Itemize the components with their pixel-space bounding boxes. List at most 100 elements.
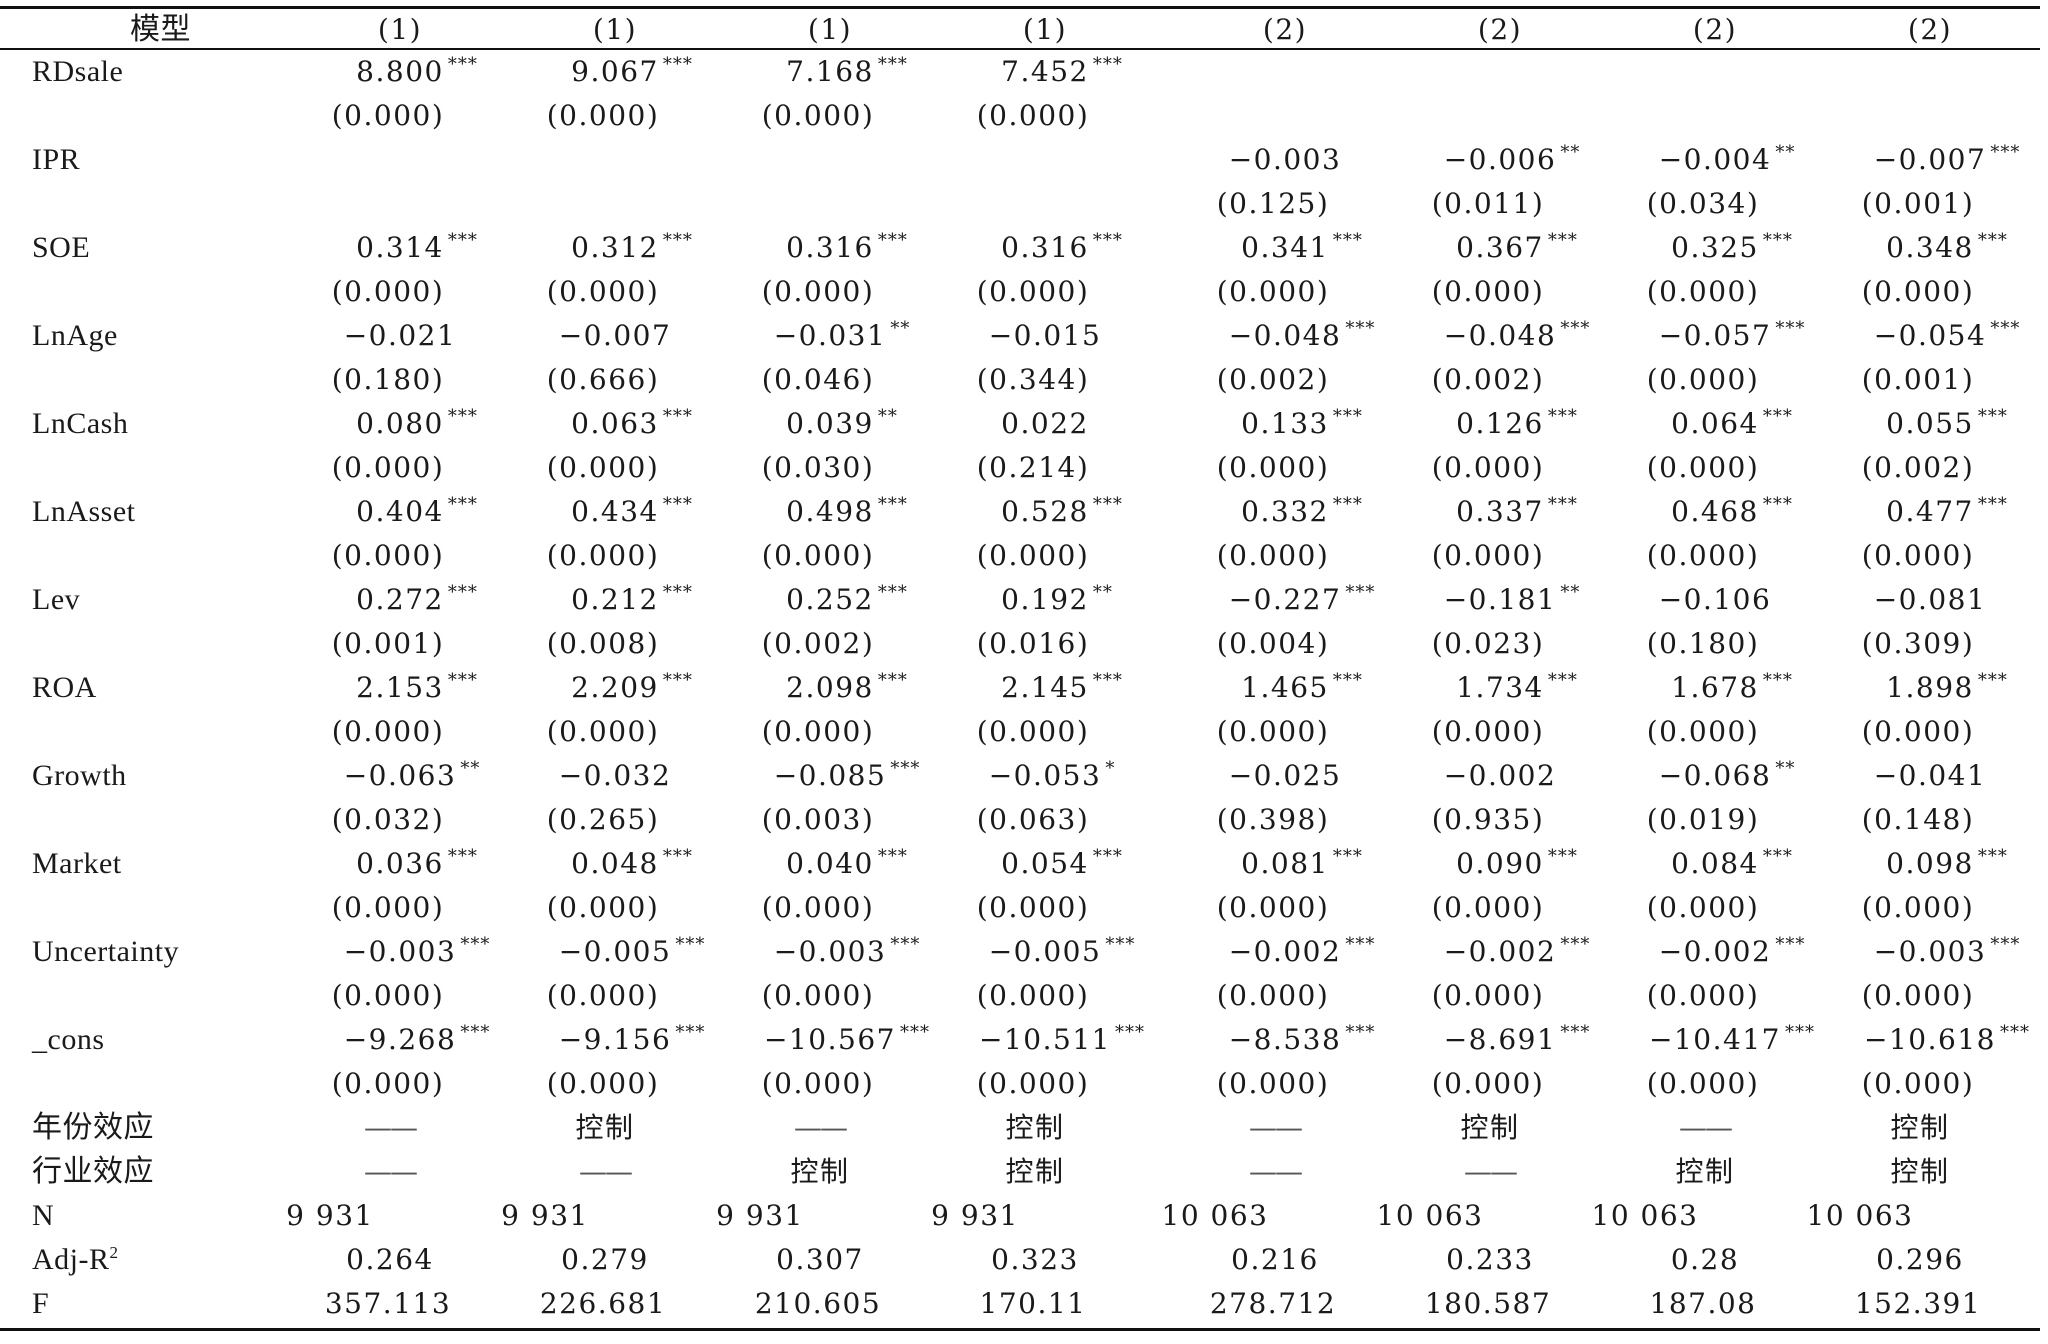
significance-stars: ***: [1547, 230, 1578, 251]
p-value-cell: (0.000): [331, 715, 445, 748]
p-value-cell: (0.000): [331, 99, 445, 132]
p-value-cell: (0.000): [1431, 891, 1545, 924]
coefficient-cell: 7.168 ***: [786, 50, 907, 94]
p-value-cell: (0.000): [1431, 1067, 1545, 1100]
coefficient-cell: 0.022: [1001, 402, 1089, 446]
coefficient-cell: −8.691 ***: [1444, 1018, 1590, 1062]
adj-r2-cell: 0.279: [561, 1243, 649, 1276]
table-row: (0.000) (0.000) (0.000) (0.000) (0.000) (0.00…: [0, 1062, 2040, 1106]
effect-name: 行业效应: [32, 1155, 154, 1188]
p-value-cell: (0.000): [1216, 979, 1330, 1012]
p-value-cell: (0.034): [1646, 187, 1760, 220]
significance-stars: ***: [1332, 230, 1363, 251]
p-value-cell: (0.344): [976, 363, 1090, 396]
significance-stars: ***: [1560, 318, 1591, 339]
coefficient-cell: 0.325 ***: [1671, 226, 1792, 270]
significance-stars: ***: [1775, 318, 1806, 339]
coefficient-value: −0.005 ***: [559, 934, 705, 968]
coefficient-value: 0.063 ***: [571, 406, 692, 440]
header-model-label: 模型: [130, 13, 191, 46]
p-value-cell: (0.180): [331, 363, 445, 396]
coefficient-cell: −0.106: [1659, 578, 1772, 622]
coefficient-cell: 2.153 ***: [356, 666, 477, 710]
coefficient-value: 0.404 ***: [356, 494, 477, 528]
coefficient-value: −0.021: [343, 319, 457, 352]
variable-name: ROA: [32, 671, 97, 704]
variable-name: LnCash: [32, 407, 129, 440]
p-value-cell: (0.046): [761, 363, 875, 396]
coefficient-cell: −0.002 ***: [1659, 930, 1805, 974]
significance-stars: ***: [662, 494, 693, 515]
coefficient-value: −0.048 ***: [1229, 318, 1375, 352]
coefficient-value: 0.126 ***: [1456, 406, 1577, 440]
p-value-cell: (0.000): [1646, 539, 1760, 572]
effect-cell: ——: [1464, 1155, 1518, 1188]
header-column-5: (2): [1262, 13, 1308, 46]
coefficient-value: −0.005 ***: [989, 934, 1135, 968]
significance-stars: ***: [1990, 934, 2021, 955]
significance-stars: ***: [662, 670, 693, 691]
coefficient-value: −0.002: [1443, 759, 1557, 792]
p-value-cell: (0.023): [1431, 627, 1545, 660]
f-cell: 278.712: [1209, 1287, 1337, 1320]
coefficient-value: 0.080 ***: [356, 406, 477, 440]
coefficient-cell: 0.084 ***: [1671, 842, 1792, 886]
header-bottom-rule: [0, 48, 2040, 50]
coefficient-value: 0.055 ***: [1886, 406, 2007, 440]
p-value-cell: (0.180): [1646, 627, 1760, 660]
table-row: LnAge −0.021 −0.007 −0.031 ** −0.015 −0.048 ***…: [0, 314, 2040, 358]
coefficient-value: 0.367 ***: [1456, 230, 1577, 264]
coefficient-value: 0.022: [1001, 407, 1089, 440]
p-value-cell: (0.000): [331, 539, 445, 572]
p-value-cell: (0.000): [331, 451, 445, 484]
header-column-3: (1): [807, 13, 853, 46]
coefficient-value: −8.691 ***: [1444, 1022, 1590, 1056]
p-value-cell: (0.019): [1646, 803, 1760, 836]
coefficient-value: −0.002 ***: [1444, 934, 1590, 968]
significance-stars: ***: [899, 1022, 930, 1043]
variable-name: Lev: [32, 583, 81, 616]
p-value-cell: (0.398): [1216, 803, 1330, 836]
coefficient-value: −0.002 ***: [1229, 934, 1375, 968]
p-value-cell: (0.000): [331, 275, 445, 308]
significance-stars: ***: [877, 670, 908, 691]
coefficient-cell: 1.898 ***: [1886, 666, 2007, 710]
p-value-cell: (0.000): [1431, 451, 1545, 484]
coefficient-cell: −0.003: [1229, 138, 1342, 182]
coefficient-cell: −0.006 **: [1444, 138, 1580, 182]
p-value-cell: (0.000): [761, 715, 875, 748]
coefficient-cell: 0.348 ***: [1886, 226, 2007, 270]
coefficient-value: −0.041: [1873, 759, 1987, 792]
significance-stars: ***: [1092, 846, 1123, 867]
variable-name: _cons: [32, 1023, 105, 1056]
adj-r2-cell: 0.233: [1446, 1243, 1534, 1276]
coefficient-cell: 0.314 ***: [356, 226, 477, 270]
f-cell: 357.113: [324, 1287, 452, 1320]
stat-adj-r2-label: Adj-R2: [32, 1243, 119, 1276]
effect-cell: 控制: [1005, 1111, 1065, 1144]
significance-stars: ***: [1784, 1022, 1815, 1043]
table-row: (0.000) (0.000) (0.030) (0.214) (0.000) (0.00…: [0, 446, 2040, 490]
table-row: Growth −0.063 ** −0.032 −0.085 *** −0.053 * −0.0…: [0, 754, 2040, 798]
p-value-cell: (0.000): [761, 891, 875, 924]
p-value-cell: (0.004): [1216, 627, 1330, 660]
p-value-cell: (0.000): [976, 539, 1090, 572]
coefficient-cell: 0.332 ***: [1241, 490, 1362, 534]
coefficient-value: 0.316 ***: [786, 230, 907, 264]
coefficient-cell: −0.031 **: [774, 314, 910, 358]
effect-cell: 控制: [575, 1111, 635, 1144]
significance-stars: ***: [1332, 846, 1363, 867]
coefficient-value: 0.133 ***: [1241, 406, 1362, 440]
table-row: (0.000) (0.000) (0.000) (0.000) (0.000) (0.00…: [0, 270, 2040, 314]
p-value-cell: (0.000): [976, 275, 1090, 308]
coefficient-cell: 0.133 ***: [1241, 402, 1362, 446]
significance-stars: ***: [662, 406, 693, 427]
p-value-cell: (0.000): [1861, 275, 1975, 308]
variable-name: RDsale: [32, 55, 124, 88]
coefficient-cell: −0.041: [1874, 754, 1987, 798]
coefficient-value: −0.003 ***: [344, 934, 490, 968]
coefficient-value: 2.098 ***: [786, 670, 907, 704]
p-value-cell: (0.148): [1861, 803, 1975, 836]
n-cell: 10 063: [1591, 1199, 1699, 1232]
coefficient-cell: 0.054 ***: [1001, 842, 1122, 886]
